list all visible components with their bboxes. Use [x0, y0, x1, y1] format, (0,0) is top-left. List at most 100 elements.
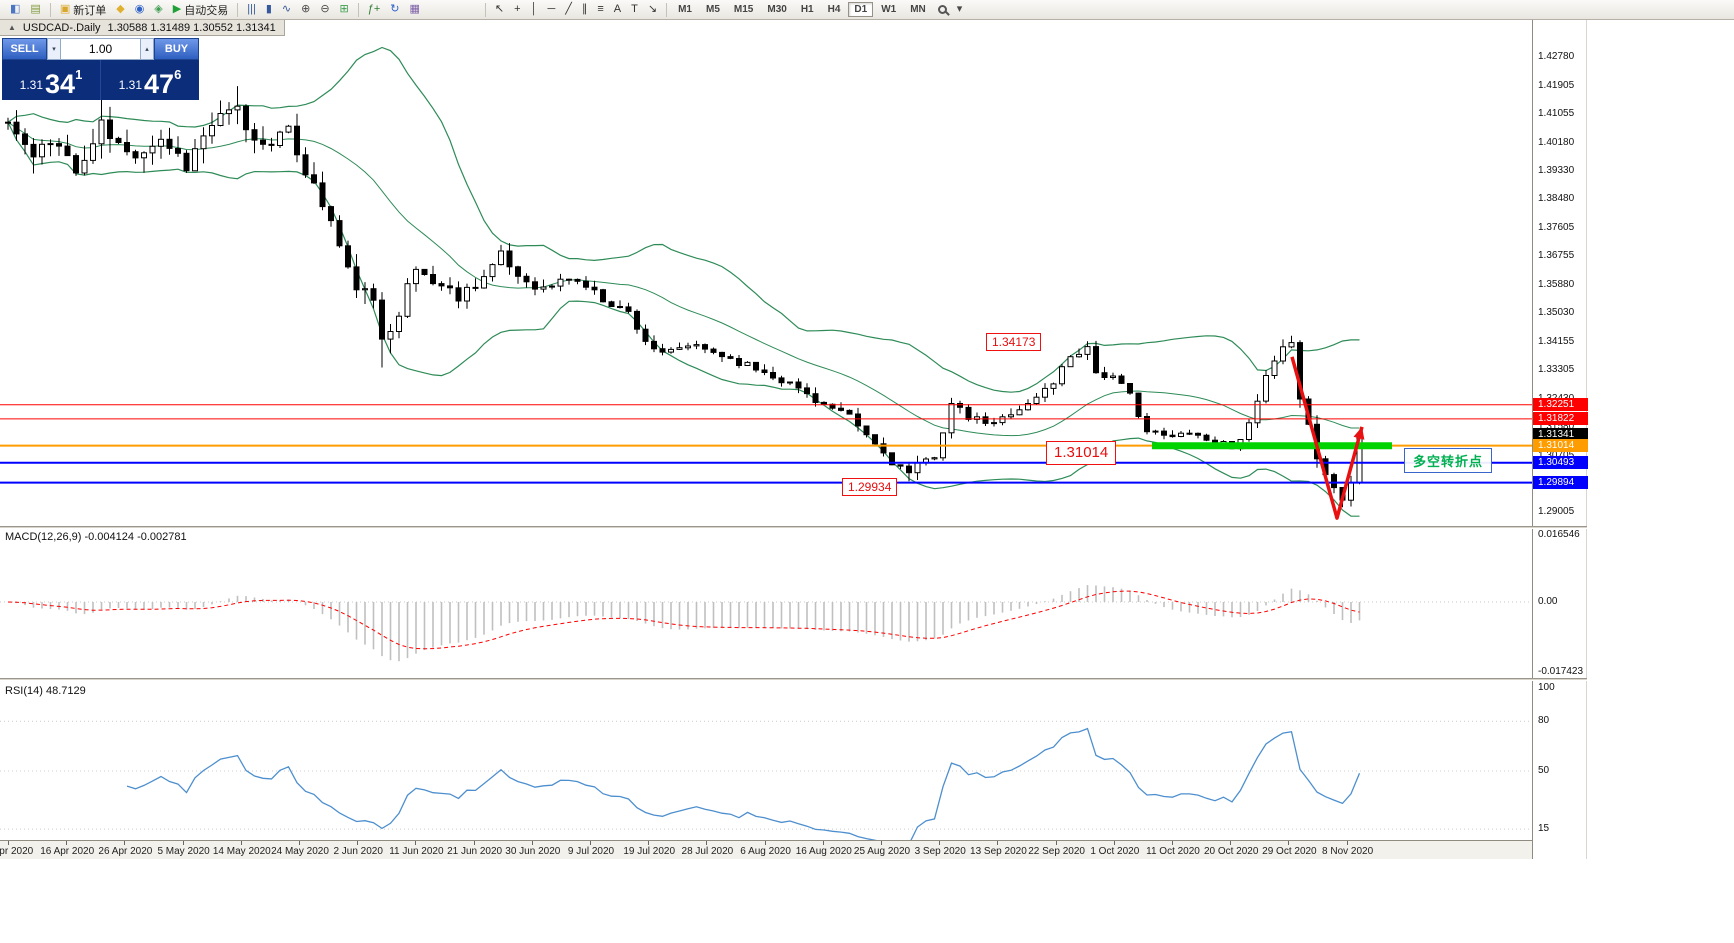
candle [506, 243, 513, 275]
sell-price[interactable]: 1.31 34 1 [2, 60, 101, 100]
zoom-in-icon[interactable]: ⊕ [296, 1, 315, 18]
quick-nav-icon[interactable]: ▾ [952, 1, 968, 18]
volume-increase-button[interactable]: ▴ [140, 38, 154, 60]
price-axis[interactable]: 1.42780 1.41905 1.41055 1.40180 1.39330 1.384… [1532, 20, 1588, 859]
fibonacci-icon[interactable]: ≡ [592, 1, 608, 18]
new-order-button-label: 新订单 [73, 4, 107, 17]
candle [226, 102, 232, 125]
search-icon[interactable] [933, 1, 952, 18]
time-tick [299, 841, 300, 845]
time-axis-label: 16 Apr 2020 [40, 846, 95, 857]
indicators-icon: ƒ+ [367, 3, 381, 15]
new-order-button[interactable]: ▣ 新订单 [55, 1, 111, 18]
autotrading-button[interactable]: ▶ 自动交易 [168, 1, 233, 18]
turning-point-label[interactable]: 多空转折点 [1404, 448, 1493, 473]
profiles-icon[interactable]: ▤ [25, 1, 45, 18]
timeframe-m1-button[interactable]: M1 [678, 4, 692, 15]
sell-button[interactable]: SELL [2, 38, 47, 60]
crosshair-icon[interactable]: + [509, 1, 525, 18]
fibonacci-icon: ≡ [597, 3, 604, 15]
candle [132, 149, 139, 164]
trendline-icon[interactable]: ╱ [560, 1, 577, 18]
candle [608, 300, 615, 307]
time-tick [648, 841, 650, 845]
time-tick [66, 841, 68, 845]
horizontal-line-icon[interactable]: ─ [542, 1, 560, 18]
timeframe-w1-button[interactable]: W1 [881, 4, 897, 15]
timeframe-m5-button[interactable]: M5 [706, 4, 720, 15]
candle [753, 361, 759, 373]
vertical-line-icon[interactable]: │ [526, 1, 543, 18]
chart-cycle-icon[interactable]: ↻ [385, 1, 404, 18]
timeframe-mn-button[interactable]: MN [910, 4, 926, 15]
cursor-icon[interactable]: ↖ [490, 1, 509, 18]
candle [90, 128, 96, 164]
line-chart-icon[interactable]: ∿ [277, 1, 296, 18]
buy-button[interactable]: BUY [154, 38, 199, 60]
candle [1059, 364, 1065, 387]
templates-icon[interactable]: ▦ [405, 1, 425, 18]
panel-separator[interactable] [0, 526, 1587, 529]
market-watch-icon[interactable]: ◉ [130, 1, 150, 18]
time-tick [822, 841, 824, 845]
buy-price-point: 6 [174, 67, 182, 82]
candle [149, 135, 156, 165]
text-icon[interactable]: A [609, 1, 626, 18]
toolbar-separator [666, 2, 668, 17]
search-icon [937, 5, 947, 14]
volume-decrease-button[interactable]: ▾ [47, 38, 61, 60]
candle [634, 309, 640, 334]
timeframe-m30-button[interactable]: M30 [767, 4, 787, 15]
timeframe-m15-button[interactable]: M15 [733, 4, 754, 15]
candlestick-chart-icon: ▮ [265, 3, 272, 15]
candle [319, 171, 326, 211]
candlestick-chart-icon[interactable]: ▮ [261, 1, 277, 18]
timeframe-h1-button[interactable]: H1 [800, 4, 814, 15]
time-axis-label: 14 May 2020 [212, 846, 271, 857]
indicators-icon[interactable]: ƒ+ [363, 1, 386, 18]
navigator-icon[interactable]: ◈ [149, 1, 167, 18]
timeframe-h4-button[interactable]: H4 [827, 4, 841, 15]
collapse-icon[interactable]: ▲ [8, 23, 16, 32]
ohlc-bars-icon[interactable]: ||| [242, 1, 261, 18]
price-marker-1-30493: 1.30493 [1533, 455, 1588, 469]
arrows-icon[interactable]: ↘ [643, 1, 662, 18]
high-price-label[interactable]: 1.34173 [986, 333, 1042, 352]
candle [566, 278, 572, 285]
macd-axis-label: 0.00 [1538, 596, 1558, 607]
pivot-price-label[interactable]: 1.31014 [1046, 441, 1117, 465]
text-label-icon[interactable]: T [626, 1, 643, 18]
line-chart-icon: ∿ [281, 3, 292, 15]
time-tick [1230, 841, 1232, 845]
time-axis-label: 1 Oct 2020 [1090, 846, 1140, 857]
tile-windows-icon: ⊞ [339, 3, 349, 15]
candle [294, 113, 300, 163]
rsi-panel[interactable] [0, 681, 1532, 840]
candle [81, 145, 88, 176]
zoom-out-icon[interactable]: ⊖ [315, 1, 334, 18]
candle [498, 244, 504, 266]
candle [863, 425, 870, 438]
buy-price[interactable]: 1.31 47 6 [101, 60, 199, 100]
rsi-line [126, 727, 1361, 840]
new-chart-icon[interactable]: ◧ [5, 1, 25, 18]
trend-arrow[interactable] [1290, 356, 1364, 520]
candle [362, 282, 368, 304]
candle [897, 464, 904, 470]
main-chart[interactable] [0, 20, 1532, 526]
volume-input[interactable] [61, 38, 140, 60]
timeframe-d1-button[interactable]: D1 [848, 2, 874, 17]
panel-separator[interactable] [0, 678, 1587, 681]
vertical-line-icon: │ [530, 3, 538, 15]
macd-panel[interactable] [0, 529, 1532, 678]
candle [600, 288, 606, 303]
tile-windows-icon[interactable]: ⊞ [335, 1, 354, 18]
candle [1008, 408, 1014, 419]
channel-icon[interactable]: ∥ [577, 1, 593, 18]
history-center-icon[interactable]: ◆ [111, 1, 129, 18]
low-price-label[interactable]: 1.29934 [842, 478, 898, 497]
candle [481, 269, 487, 289]
macd-signal-line [7, 590, 1360, 650]
